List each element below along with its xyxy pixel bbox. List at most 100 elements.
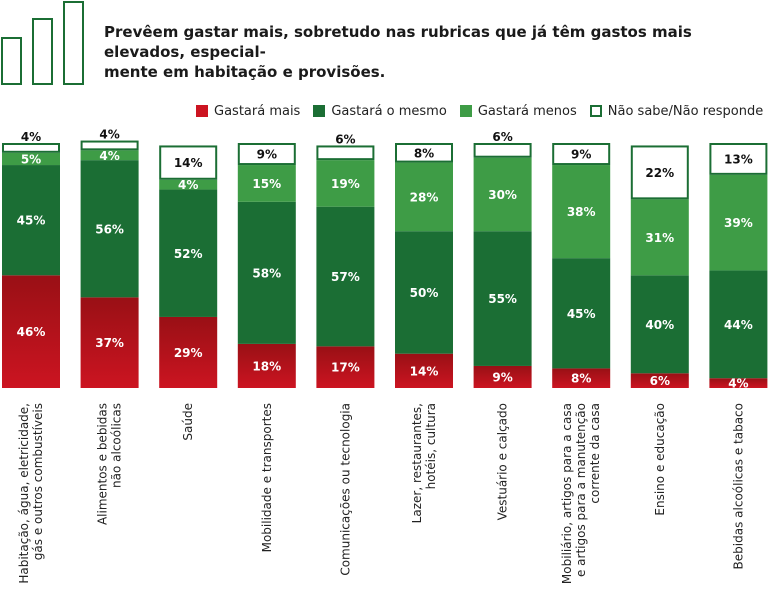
bar-group: 17% 57% 19% 6% (316, 132, 375, 388)
bar-segment-unknown (630, 145, 689, 200)
legend-item-more: Gastará mais (196, 104, 300, 119)
bar-segment-unknown (395, 143, 453, 163)
bar-value-label-more: 18% (252, 359, 281, 373)
legend-swatch-more (196, 105, 208, 117)
bar-group: 6% 40% 31% 22% (630, 145, 689, 388)
bar-value-label-unknown: 6% (335, 132, 355, 146)
bar-chart-logo-icon (1, 1, 84, 85)
bar-value-label-more: 29% (174, 346, 203, 360)
legend-item-less: Gastará menos (459, 103, 577, 119)
bar-segment-same (395, 231, 453, 354)
bar-group: 9% 55% 30% 6% (473, 130, 532, 388)
bar-segment-unknown (709, 143, 768, 175)
bar-value-label-less: 5% (21, 152, 41, 166)
legend-swatch-less (459, 105, 472, 117)
bar-value-label-more: 37% (95, 336, 124, 350)
bar-value-label-unknown: 9% (257, 148, 277, 162)
legend-item-unknown: Não sabe/Não responde (589, 103, 764, 119)
legend-item-same: Gastará o mesmo (313, 103, 447, 119)
bar-segment-unknown (2, 143, 60, 153)
bar-value-label-more: 46% (17, 325, 46, 339)
category-label: Mobilidade e transportes (260, 403, 274, 552)
bar-group: 29% 52% 4% 14% (159, 145, 218, 388)
bar-value-label-unknown: 6% (492, 130, 512, 144)
bar-group: 4% 44% 39% 13% (709, 143, 768, 391)
bar-segment-more (316, 346, 375, 388)
bar-value-label-same: 55% (488, 292, 517, 306)
bar-value-label-same: 45% (17, 214, 46, 228)
bar-segment-more (473, 365, 532, 388)
category-label: Bebidas alcoólicas e tabaco (731, 403, 745, 569)
legend-swatch-unknown (589, 105, 602, 117)
bar-value-label-more: 17% (331, 361, 360, 375)
bar-group: 14% 50% 28% 8% (395, 143, 453, 388)
bar-segment-unknown (473, 143, 532, 158)
bar-segment-less (709, 174, 768, 271)
bar-value-label-same: 50% (410, 286, 439, 300)
bar-value-label-more: 8% (571, 372, 591, 386)
bar-segment-more (80, 297, 139, 388)
bar-segment-less (159, 179, 218, 190)
bar-value-label-unknown: 4% (99, 128, 119, 142)
bar-value-label-less: 38% (567, 205, 596, 219)
bar-segment-less (552, 165, 611, 259)
bar-value-label-less: 19% (331, 177, 360, 191)
bar-value-label-more: 4% (728, 377, 748, 391)
legend-label-unknown: Não sabe/Não responde (607, 103, 764, 119)
legend-label-less: Gastará menos (477, 103, 577, 119)
chart-title-line: Prevêem gastar mais, sobretudo nas rubri… (104, 23, 692, 61)
bar-segment-same (80, 160, 139, 298)
bar-group: 46% 45% 5% 4% (2, 130, 60, 388)
category-label: Vestuário e calçado (496, 403, 510, 520)
bar-segment-less (473, 157, 532, 232)
bar-segment-same (2, 165, 60, 276)
bar-segment-same (159, 189, 218, 317)
bar-segment-less (630, 199, 689, 276)
bar-segment-more (2, 275, 60, 388)
category-label: Habitação, água, eletricidade,gás e outr… (17, 403, 45, 584)
chart-title: Prevêem gastar mais, sobretudo nas rubri… (104, 22, 764, 82)
legend-label-more: Gastará mais (214, 103, 301, 119)
bar-segment-more (237, 343, 296, 388)
bar-segment-more (709, 378, 768, 388)
bar-value-label-less: 39% (724, 216, 753, 230)
bar-value-label-same: 58% (252, 266, 281, 280)
bar-segment-more (159, 316, 218, 388)
category-label: Saúde (181, 403, 195, 441)
bar-value-label-unknown: 13% (724, 152, 753, 166)
bar-value-label-same: 45% (567, 307, 596, 321)
bar-group: 37% 56% 4% 4% (80, 128, 139, 388)
bar-group: 18% 58% 15% 9% (237, 143, 296, 388)
category-label: Ensino e educação (653, 403, 667, 516)
bar-value-label-unknown: 9% (571, 148, 591, 162)
bar-value-label-less: 28% (410, 190, 439, 204)
bar-segment-same (473, 231, 532, 366)
bar-value-label-same: 40% (645, 318, 674, 332)
bar-segment-less (395, 162, 453, 232)
legend-label-same: Gastará o mesmo (331, 103, 447, 119)
bar-segment-less (80, 150, 139, 161)
bar-segment-less (316, 160, 375, 207)
category-label: Mobiliário, artigos para a casae artigos… (560, 403, 602, 584)
bar-segment-same (316, 206, 375, 347)
bar-value-label-same: 56% (95, 222, 124, 236)
bar-value-label-less: 15% (252, 177, 281, 191)
bar-value-label-more: 6% (650, 374, 670, 388)
bar-value-label-same: 57% (331, 270, 360, 284)
bar-segment-more (630, 373, 689, 388)
bar-value-label-less: 4% (178, 178, 198, 192)
bar-segment-less (2, 152, 60, 166)
chart-title-line: mente em habitação e provisões. (104, 63, 386, 81)
bar-value-label-unknown: 4% (21, 130, 41, 144)
category-label: Lazer, restaurantes,hotéis, cultura (410, 403, 438, 523)
bar-segment-less (237, 165, 296, 202)
bar-segment-same (237, 201, 296, 344)
bar-value-label-unknown: 8% (414, 146, 434, 160)
bar-value-label-unknown: 14% (174, 156, 203, 170)
bar-segment-more (395, 353, 453, 388)
category-label: Comunicações ou tecnologia (338, 403, 352, 576)
bar-segment-more (552, 368, 611, 388)
bar-value-label-less: 31% (645, 231, 674, 245)
bar-segment-unknown (237, 143, 296, 166)
